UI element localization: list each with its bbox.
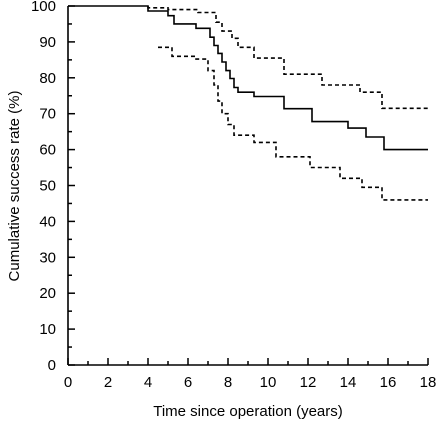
- x-tick-label: 4: [144, 374, 152, 391]
- y-tick-label: 50: [39, 178, 56, 195]
- y-tick-label: 30: [39, 249, 56, 266]
- x-tick-label: 16: [380, 374, 397, 391]
- y-tick-label: 0: [48, 357, 56, 374]
- y-tick-label: 20: [39, 285, 56, 302]
- upper-confidence-band: [147, 6, 428, 110]
- x-tick-label: 12: [300, 374, 317, 391]
- y-tick-label: 40: [39, 213, 56, 230]
- axis-tick-labels: 0 2 4 6 8 10 12 14 16 18 0 10 20 30 40 50 60 70 80 90 100: [31, 0, 436, 391]
- x-tick-label: 2: [104, 374, 112, 391]
- x-tick-label: 8: [224, 374, 232, 391]
- y-tick-label: 90: [39, 34, 56, 51]
- y-tick-label: 60: [39, 142, 56, 159]
- x-tick-label: 18: [420, 374, 437, 391]
- y-axis-title: Cumulative success rate (%): [6, 91, 23, 282]
- x-tick-label: 0: [64, 374, 72, 391]
- series-group: [68, 5, 428, 201]
- survival-curve: [68, 5, 428, 151]
- y-tick-label: 70: [39, 106, 56, 123]
- lower-confidence-band: [158, 46, 428, 201]
- y-tick-label: 100: [31, 0, 56, 15]
- x-axis-title: Time since operation (years): [153, 403, 343, 420]
- x-tick-label: 6: [184, 374, 192, 391]
- x-tick-label: 10: [260, 374, 277, 391]
- axis-ticks: [67, 5, 429, 366]
- y-tick-label: 80: [39, 70, 56, 87]
- y-tick-label: 10: [39, 321, 56, 338]
- x-tick-label: 14: [340, 374, 357, 391]
